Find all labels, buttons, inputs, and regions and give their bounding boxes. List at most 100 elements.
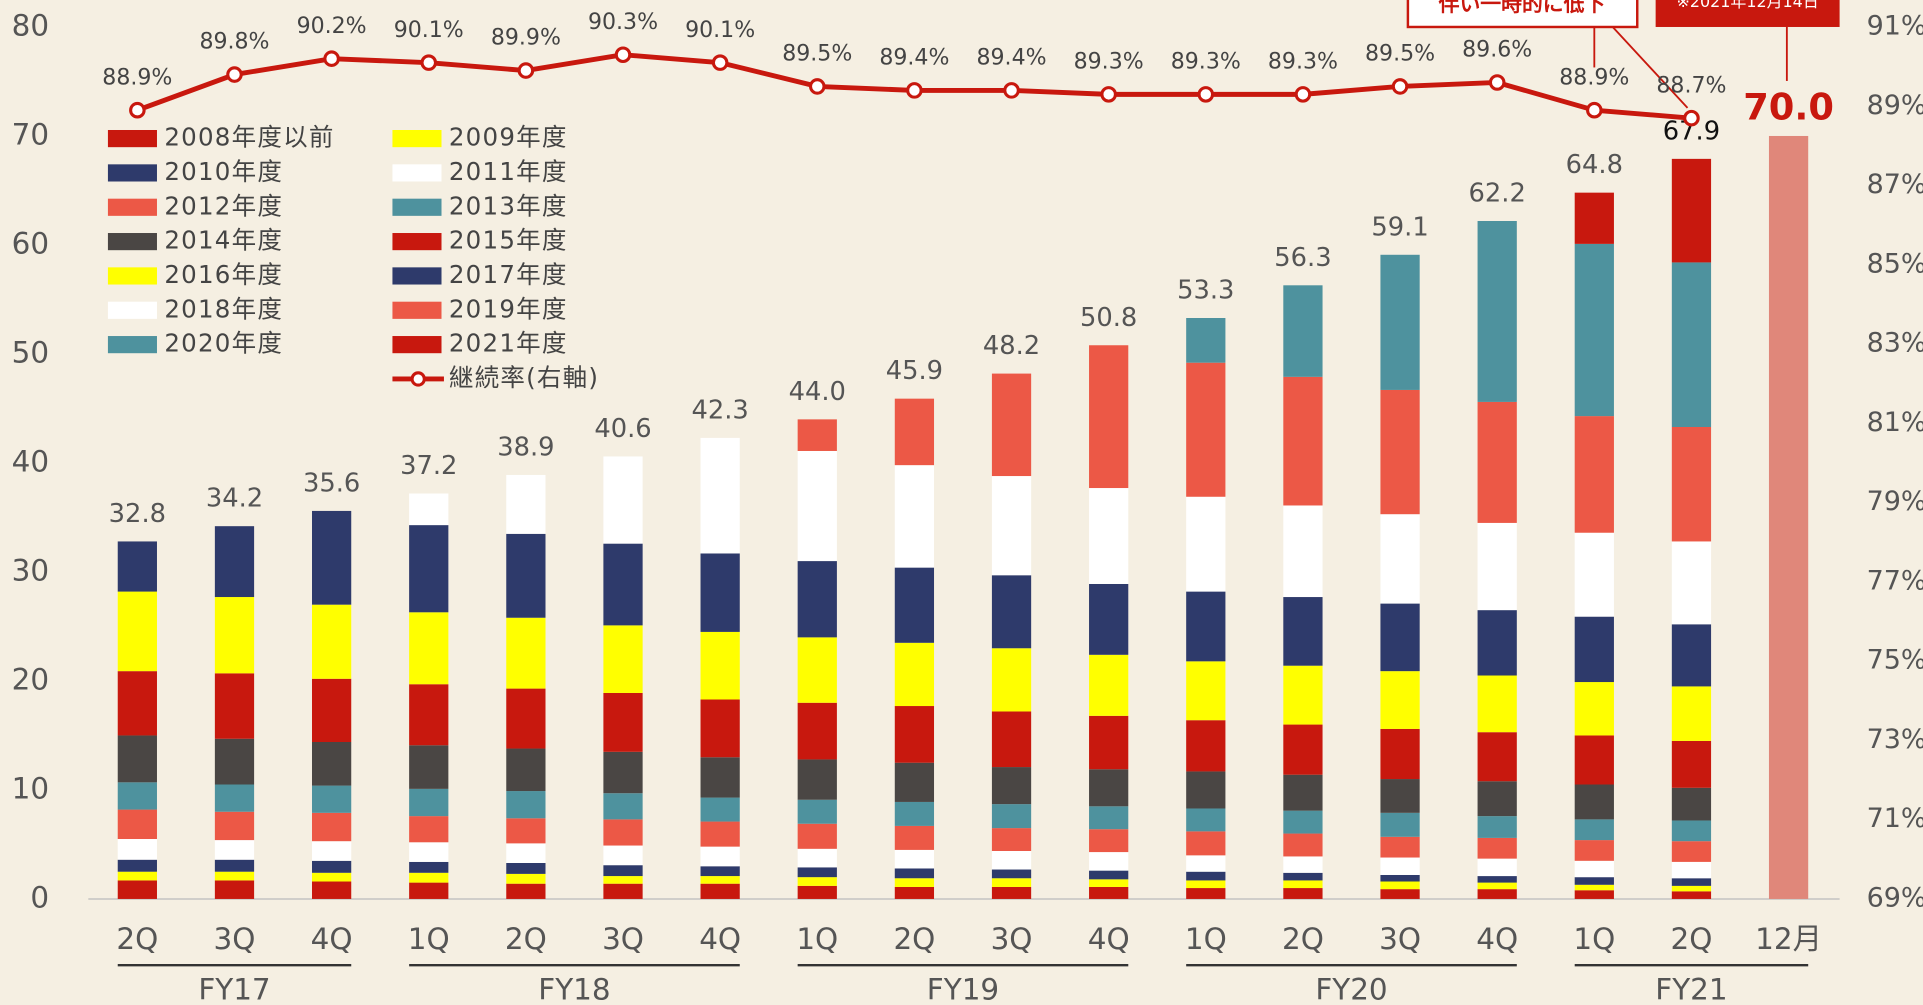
total-label: 70.0 [1743,85,1834,128]
bar-segment [1574,243,1614,417]
bar-segment [1089,654,1129,716]
bar-segment [1186,888,1226,899]
group-label: FY21 [1655,972,1727,1005]
bar-segment [1089,345,1129,489]
line-label: 88.9% [102,65,172,90]
legend-swatch [392,267,442,285]
bar-segment [506,843,546,863]
bar-segment [1283,724,1323,775]
bar-segment [894,567,935,643]
bar-segment [1380,671,1420,729]
y2-tick-label: 91% [1867,10,1923,41]
bar-segment [894,878,935,887]
bar-segment [1671,740,1712,788]
total-label: 53.3 [1177,276,1234,306]
total-label: 62.2 [1469,179,1526,209]
bar-segment [603,876,643,884]
y2-tick-label: 89% [1867,90,1923,121]
x-tick-label: 2Q [505,922,547,956]
line-label: 89.3% [1074,49,1144,74]
bar-segment [1671,861,1712,879]
bar-segment [700,821,740,847]
bar-segment [1089,852,1129,871]
y-tick-label: 10 [12,771,49,805]
x-tick-label: 3Q [602,922,644,956]
bar-segment [991,878,1032,887]
y2-tick-label: 79% [1867,486,1923,517]
bar-segment [1671,158,1712,263]
bar-segment [1186,808,1226,832]
bar-segment [991,886,1032,899]
bar-segment [1574,890,1614,899]
bar-segment [1477,220,1517,402]
bar-segment [1574,860,1614,878]
bar-segment [991,850,1032,870]
annotation-box [1655,0,1840,27]
x-tick-label: 1Q [408,922,450,956]
total-label: 37.2 [400,451,457,481]
total-label: 59.1 [1371,212,1428,242]
bar-segment [1186,720,1226,772]
legend-label: 2008年度以前 [164,123,334,152]
line-label: 88.9% [1559,65,1629,90]
legend-swatch [107,267,157,285]
bar-segment [409,612,449,685]
bar-segment [1186,771,1226,809]
line-label: 90.1% [394,18,464,43]
bar-segment [797,848,837,868]
bar-segment [1380,728,1420,780]
bar-segment [1283,774,1323,811]
x-tick-label: 1Q [1573,922,1615,956]
y-tick-label: 20 [12,662,49,696]
x-tick-label: 4Q [1088,922,1130,956]
bar-segment [1477,837,1517,859]
bar-segment [117,735,157,783]
bar-segment [700,553,740,632]
line-point [1197,86,1215,103]
bar-segment [991,373,1032,477]
bar-segment [1477,732,1517,782]
bar-segment [1186,362,1226,497]
bar-segment [1574,735,1614,785]
bar-segment [797,885,837,899]
bar-segment [409,745,449,789]
bar-segment [117,880,157,899]
bar-segment [603,793,643,820]
bar-segment [1089,488,1129,584]
line-point [129,101,146,119]
bar-segment [1574,819,1614,841]
bar-segment [1380,779,1420,813]
bar-segment [1089,769,1129,807]
bar-segment [1671,426,1712,542]
y2-tick-label: 85% [1867,248,1923,279]
y-tick-label: 40 [12,444,49,478]
bar-segment [1574,682,1614,736]
plot: 伴い一時的に低下 ※2021年12月14日 0 10 20 30 40 50 60 70 80 6… [12,0,1923,1005]
line-point [420,54,438,71]
line-point [808,78,826,95]
legend-label: 2020年度 [164,329,283,358]
total-label: 34.2 [206,484,263,514]
line-point [1003,82,1020,99]
x-tick-label: 4Q [699,922,741,956]
bar-segment [700,866,740,877]
line-label: 89.5% [782,42,852,67]
bar-segment [894,642,935,707]
bar-segment [1380,889,1420,899]
total-label: 40.6 [594,414,651,444]
annotation: 伴い一時的に低下 [1438,0,1606,16]
bar-segment [894,706,935,763]
line-label: 89.4% [976,46,1046,71]
bar-segment [894,465,935,568]
line-point [1294,86,1312,103]
bar-segment [409,493,449,526]
legend-label: 2014年度 [164,226,283,255]
bar-segment [1089,879,1129,887]
legend-label: 2021年度 [449,329,568,358]
bar-segment [1283,376,1323,506]
bar-segment [1186,831,1226,856]
y-tick-label: 60 [12,226,49,260]
bar-segment [700,876,740,884]
bar-segment [1477,816,1517,838]
bar-segment [797,419,837,451]
